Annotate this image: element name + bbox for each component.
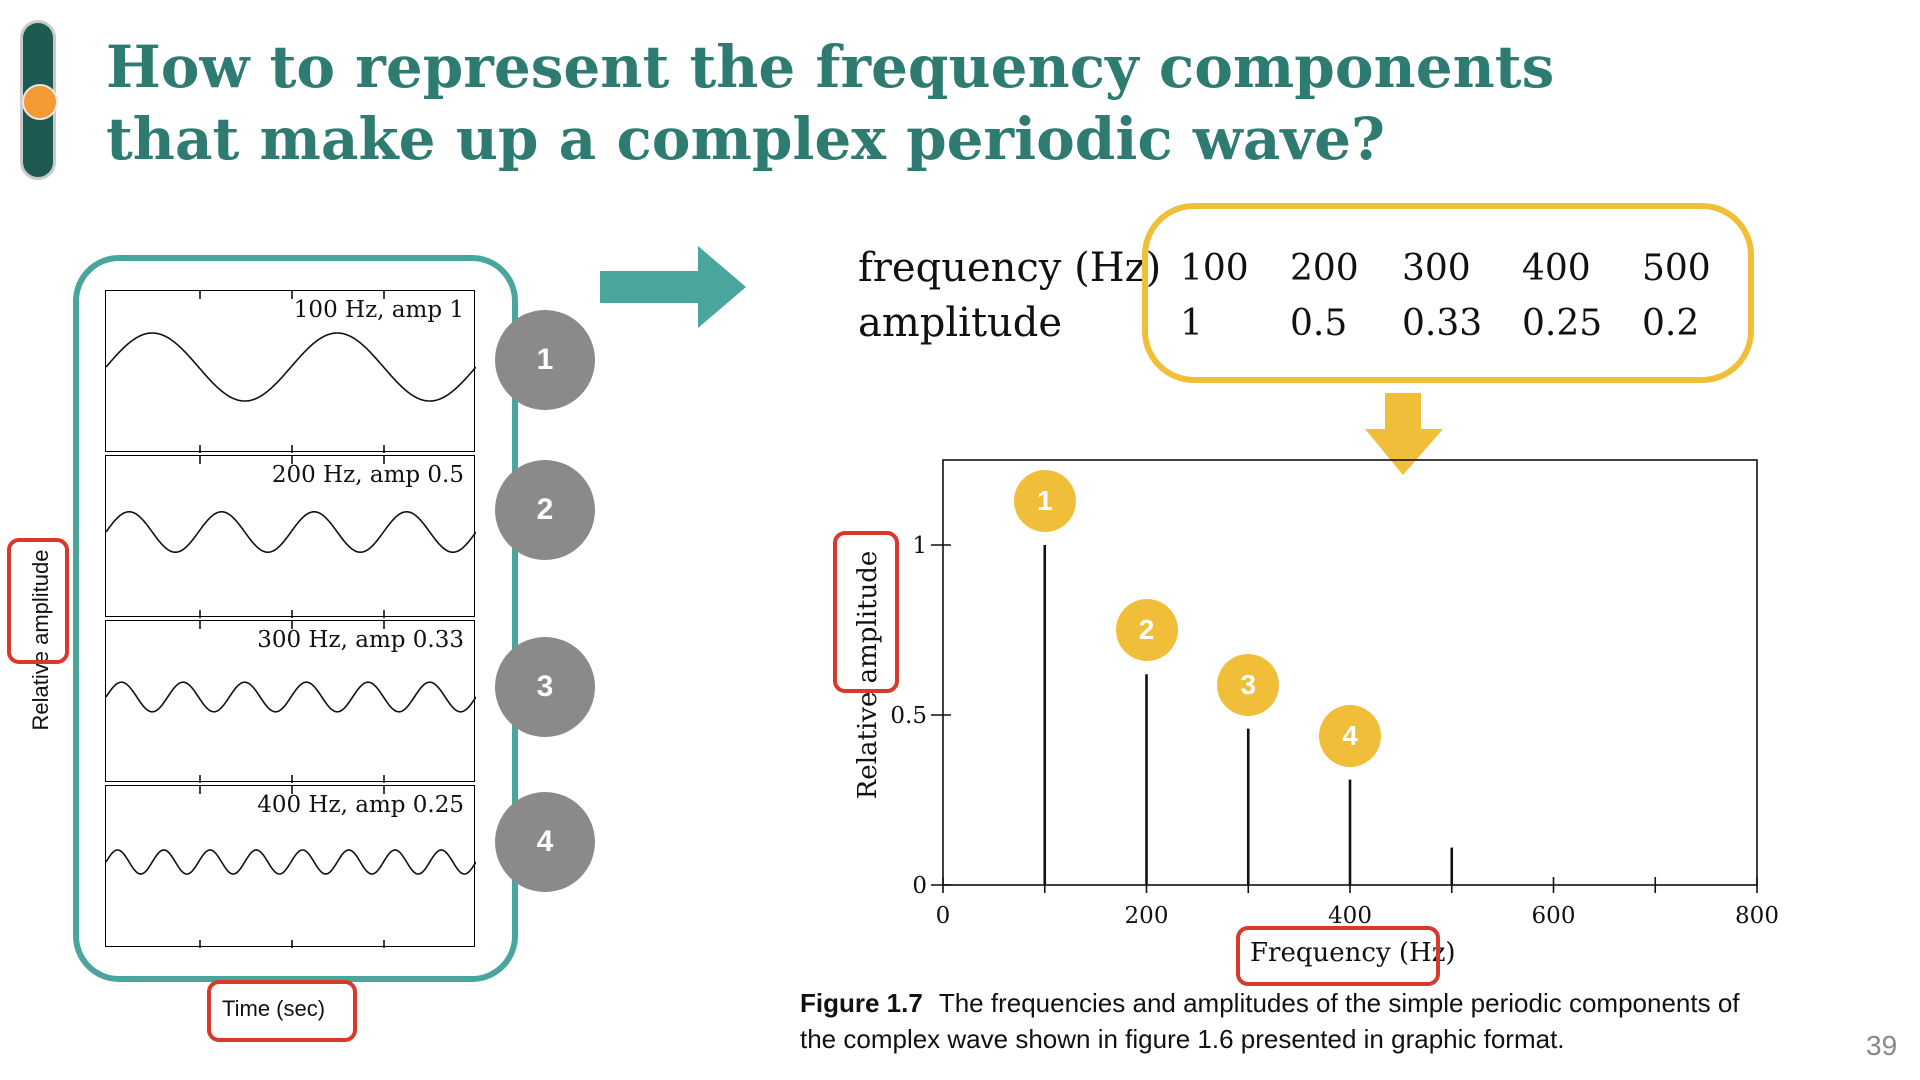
wave-plot	[106, 621, 476, 783]
wave-plot	[106, 291, 476, 453]
down-arrow-icon	[1365, 393, 1443, 475]
table-values-highlight	[1142, 203, 1754, 383]
wave-panel: 200 Hz, amp 0.5	[105, 455, 476, 618]
wave-badge: 4	[495, 792, 595, 892]
y-tick-label: 0	[912, 873, 927, 899]
left-xlabel: Time (sec)	[222, 996, 326, 1021]
wave-badge: 3	[495, 637, 595, 737]
x-tick-label: 0	[936, 903, 951, 929]
table-row-label-amplitude: amplitude	[858, 300, 1063, 346]
table-amplitude-value: 0.25	[1522, 303, 1603, 344]
x-tick-label: 200	[1125, 903, 1169, 929]
right-arrow-icon	[600, 246, 746, 328]
slide-title-line-1: How to represent the frequency component…	[106, 33, 1555, 101]
spectrum-chart: 0 200 400 600 800 0 0.5 1	[890, 459, 1779, 929]
x-tick-label: 400	[1328, 903, 1372, 929]
wave-badge: 2	[495, 460, 595, 560]
wave-panel: 400 Hz, amp 0.25	[105, 785, 476, 948]
table-frequency-value: 300	[1402, 248, 1471, 289]
wave-panel: 300 Hz, amp 0.33	[105, 620, 476, 783]
left-xlabel-highlight	[207, 980, 357, 1042]
figure-caption: Figure 1.7 The frequencies and amplitudes…	[800, 985, 1780, 1057]
wave-label: 100 Hz, amp 1	[293, 297, 464, 323]
wave-panel: 100 Hz, amp 1	[105, 290, 476, 453]
table-amplitude-value: 0.5	[1290, 303, 1348, 344]
sine-wave-line	[106, 510, 476, 554]
wave-label: 200 Hz, amp 0.5	[271, 462, 464, 488]
chart-ylabel-highlight	[833, 531, 899, 693]
slide-title-line-2: that make up a complex periodic wave?	[106, 105, 1386, 173]
table-frequency-value: 400	[1522, 248, 1591, 289]
page-number: 39	[1866, 1030, 1898, 1061]
wave-badge: 1	[495, 310, 595, 410]
sine-wave-line	[106, 849, 476, 875]
x-tick-label: 800	[1735, 903, 1779, 929]
chart-badge: 3	[1217, 653, 1280, 716]
slide-marker	[20, 20, 58, 180]
table-amplitude-value: 0.33	[1402, 303, 1483, 344]
chart-badge: 4	[1319, 704, 1381, 767]
table-frequency-value: 200	[1290, 248, 1359, 289]
waves-container	[73, 255, 518, 982]
table-row-label-frequency: frequency (Hz)	[858, 245, 1162, 291]
sine-wave-line	[106, 332, 476, 402]
slide-marker-dot	[22, 84, 58, 120]
x-tick-label: 600	[1532, 903, 1576, 929]
wave-label: 400 Hz, amp 0.25	[257, 792, 464, 818]
table-amplitude-value: 1	[1180, 303, 1203, 344]
y-tick-label: 1	[912, 533, 927, 559]
left-ylabel-highlight	[7, 538, 69, 664]
sine-wave-line	[106, 681, 476, 713]
chart-xlabel-highlight	[1236, 926, 1440, 986]
chart-badge: 1	[1013, 470, 1076, 532]
chart-xlabel: Frequency (Hz)	[1250, 938, 1456, 968]
wave-label: 300 Hz, amp 0.33	[257, 627, 464, 653]
wave-plot	[106, 786, 476, 948]
figure-caption-text: The frequencies and amplitudes of the si…	[800, 988, 1740, 1054]
wave-plot	[106, 456, 476, 618]
table-frequency-value: 100	[1180, 248, 1249, 289]
table-amplitude-value: 0.2	[1642, 303, 1700, 344]
chart-badge: 2	[1115, 599, 1178, 662]
y-tick-label: 0.5	[890, 703, 927, 729]
figure-label: Figure 1.7	[800, 988, 923, 1018]
table-frequency-value: 500	[1642, 248, 1711, 289]
